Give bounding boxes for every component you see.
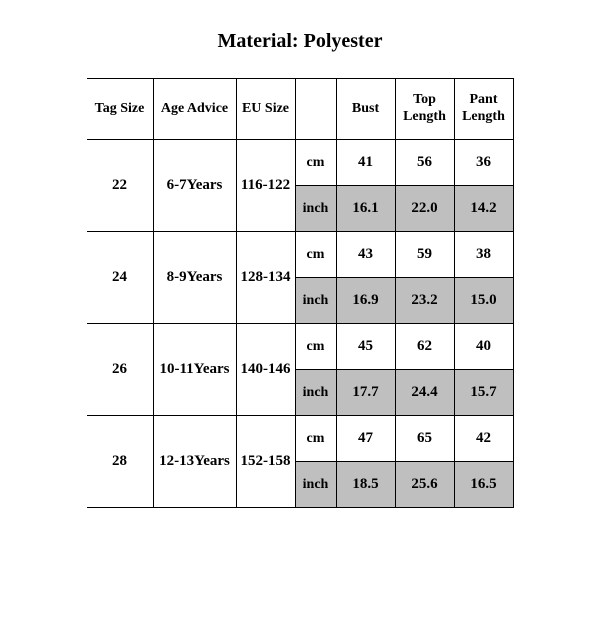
cell-pant: 14.2	[454, 186, 513, 232]
cell-top: 25.6	[395, 462, 454, 508]
cell-bust: 17.7	[336, 370, 395, 416]
header-row: Tag Size Age Advice EU Size Bust Top Len…	[87, 79, 514, 140]
cell-pant: 15.0	[454, 278, 513, 324]
table-row: 28 12-13Years 152-158 cm 47 65 42	[87, 416, 514, 462]
cell-bust: 45	[336, 324, 395, 370]
cell-pant: 15.7	[454, 370, 513, 416]
cell-pant: 42	[454, 416, 513, 462]
cell-top: 62	[395, 324, 454, 370]
cell-tag: 22	[87, 140, 154, 232]
cell-pant: 38	[454, 232, 513, 278]
col-age-advice: Age Advice	[153, 79, 236, 140]
table-body: 22 6-7Years 116-122 cm 41 56 36 inch 16.…	[87, 140, 514, 508]
cell-bust: 43	[336, 232, 395, 278]
cell-top: 59	[395, 232, 454, 278]
cell-unit-inch: inch	[295, 370, 336, 416]
cell-eu: 140-146	[236, 324, 295, 416]
cell-bust: 16.1	[336, 186, 395, 232]
col-tag-size: Tag Size	[87, 79, 154, 140]
cell-tag: 24	[87, 232, 154, 324]
cell-unit-cm: cm	[295, 324, 336, 370]
col-top-length: Top Length	[395, 79, 454, 140]
cell-unit-inch: inch	[295, 462, 336, 508]
cell-eu: 116-122	[236, 140, 295, 232]
table-row: 22 6-7Years 116-122 cm 41 56 36	[87, 140, 514, 186]
cell-bust: 47	[336, 416, 395, 462]
cell-tag: 26	[87, 324, 154, 416]
table-row: 24 8-9Years 128-134 cm 43 59 38	[87, 232, 514, 278]
cell-unit-cm: cm	[295, 140, 336, 186]
cell-bust: 41	[336, 140, 395, 186]
size-chart-table: Tag Size Age Advice EU Size Bust Top Len…	[87, 78, 514, 508]
cell-top: 23.2	[395, 278, 454, 324]
cell-age: 6-7Years	[153, 140, 236, 232]
col-pant-length: Pant Length	[454, 79, 513, 140]
col-eu-size: EU Size	[236, 79, 295, 140]
col-bust: Bust	[336, 79, 395, 140]
cell-unit-inch: inch	[295, 278, 336, 324]
page-title: Material: Polyester	[0, 30, 600, 53]
cell-age: 10-11Years	[153, 324, 236, 416]
cell-bust: 16.9	[336, 278, 395, 324]
cell-pant: 40	[454, 324, 513, 370]
cell-eu: 128-134	[236, 232, 295, 324]
cell-age: 8-9Years	[153, 232, 236, 324]
cell-top: 65	[395, 416, 454, 462]
cell-tag: 28	[87, 416, 154, 508]
cell-bust: 18.5	[336, 462, 395, 508]
cell-unit-cm: cm	[295, 232, 336, 278]
cell-unit-inch: inch	[295, 186, 336, 232]
col-unit	[295, 79, 336, 140]
cell-unit-cm: cm	[295, 416, 336, 462]
cell-top: 22.0	[395, 186, 454, 232]
cell-eu: 152-158	[236, 416, 295, 508]
table-row: 26 10-11Years 140-146 cm 45 62 40	[87, 324, 514, 370]
cell-top: 24.4	[395, 370, 454, 416]
cell-top: 56	[395, 140, 454, 186]
cell-age: 12-13Years	[153, 416, 236, 508]
cell-pant: 16.5	[454, 462, 513, 508]
cell-pant: 36	[454, 140, 513, 186]
